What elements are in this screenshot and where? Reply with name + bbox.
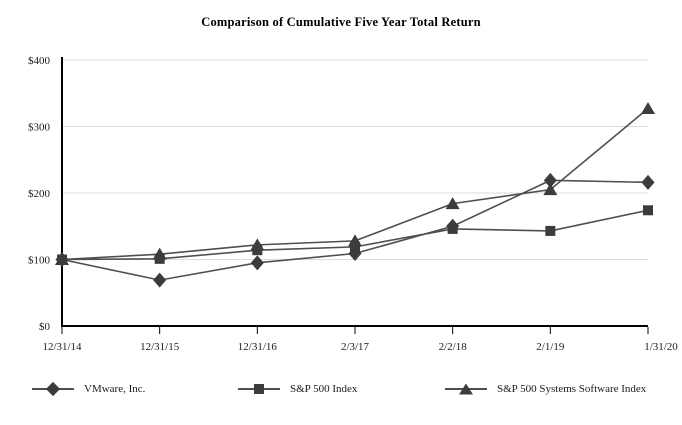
y-axis-tick-label: $200 bbox=[28, 188, 51, 200]
diamond-marker-icon bbox=[45, 381, 61, 397]
triangle-data-point-marker bbox=[348, 234, 362, 247]
triangle-marker-icon bbox=[459, 383, 473, 395]
diamond-data-point-marker bbox=[641, 174, 655, 190]
legend-item-sp500-systems-software: S&P 500 Systems Software Index bbox=[445, 378, 646, 400]
diamond-data-point-marker bbox=[543, 172, 557, 188]
square-data-point-marker bbox=[447, 223, 458, 234]
y-axis-tick-label: $0 bbox=[39, 321, 51, 333]
legend-label-sp500: S&P 500 Index bbox=[290, 383, 358, 395]
x-axis-tick-label: 12/31/14 bbox=[42, 341, 82, 353]
y-axis-tick-label: $300 bbox=[28, 122, 51, 134]
triangle-data-point-marker bbox=[543, 183, 558, 196]
square-data-point-marker bbox=[643, 205, 653, 216]
x-axis-tick-label: 2/3/17 bbox=[341, 341, 370, 353]
square-data-point-marker bbox=[350, 241, 360, 252]
triangle-data-point-marker bbox=[152, 247, 167, 260]
x-axis-tick-label: 2/1/19 bbox=[536, 341, 565, 353]
y-axis-tick-label: $400 bbox=[28, 55, 51, 67]
triangle-data-point-marker bbox=[445, 197, 460, 210]
diamond-data-point-marker bbox=[250, 255, 264, 271]
chart-legend: VMware, Inc. S&P 500 Index S&P 500 Syste… bbox=[0, 378, 682, 402]
y-axis-tick-label: $100 bbox=[28, 255, 51, 267]
legend-item-sp500: S&P 500 Index bbox=[238, 378, 357, 400]
square-marker-icon bbox=[254, 384, 264, 394]
triangle-data-point-marker bbox=[55, 253, 69, 265]
sp500-systems-software-legend-swatch bbox=[445, 381, 487, 397]
sp500-legend-swatch bbox=[238, 381, 280, 397]
legend-label-vmware: VMware, Inc. bbox=[84, 383, 146, 395]
x-axis-tick-label: 1/31/20 bbox=[644, 341, 678, 353]
legend-label-sp500-systems-software: S&P 500 Systems Software Index bbox=[497, 383, 647, 395]
x-axis-tick-label: 12/31/16 bbox=[238, 341, 278, 353]
x-axis-tick-label: 2/2/18 bbox=[439, 341, 468, 353]
triangle-data-point-marker bbox=[641, 102, 655, 115]
triangle-data-point-marker bbox=[250, 238, 265, 251]
legend-item-vmware: VMware, Inc. bbox=[32, 378, 145, 400]
square-data-point-marker bbox=[545, 225, 556, 236]
chart-title: Comparison of Cumulative Five Year Total… bbox=[201, 15, 481, 29]
diamond-series-line bbox=[61, 179, 649, 281]
diamond-data-point-marker bbox=[153, 272, 167, 288]
plot-area: $0 $100 $200 $300 $400 12/31/14 12/31/15 12/31/… bbox=[28, 55, 678, 353]
vmware-legend-swatch bbox=[32, 381, 74, 397]
x-axis-tick-label: 12/31/15 bbox=[140, 341, 180, 353]
